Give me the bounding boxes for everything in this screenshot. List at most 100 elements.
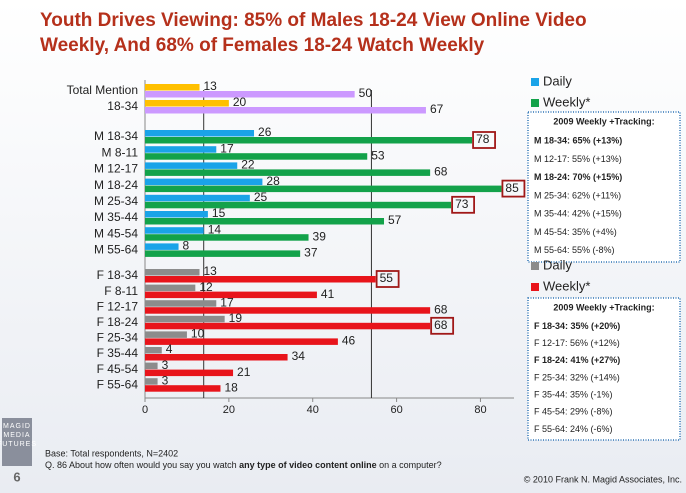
bar xyxy=(145,307,431,314)
bar xyxy=(145,378,158,385)
value-label: 14 xyxy=(208,222,222,236)
footnote-part: any type of video content online xyxy=(239,460,377,470)
value-label: 15 xyxy=(212,206,226,220)
value-label: 39 xyxy=(313,229,327,243)
value-label: 3 xyxy=(162,373,169,387)
x-tick-label: 0 xyxy=(142,404,148,416)
bar xyxy=(145,322,431,330)
value-label: 8 xyxy=(183,239,190,253)
value-label: 17 xyxy=(220,141,234,155)
bar xyxy=(145,369,234,377)
category-label: M 18-34 xyxy=(94,129,138,143)
bar xyxy=(145,385,221,392)
value-label: 17 xyxy=(220,295,234,309)
tracking-item: M 55-64: 55% (-8%) xyxy=(534,245,615,255)
category-label: F 18-34 xyxy=(97,268,139,282)
legend-label: Daily xyxy=(543,257,572,272)
bar xyxy=(145,91,355,98)
bar xyxy=(145,162,238,169)
value-label: 28 xyxy=(266,174,280,188)
x-tick-label: 20 xyxy=(223,404,235,416)
value-label: 68 xyxy=(434,165,448,179)
value-label: 13 xyxy=(204,264,218,278)
bar xyxy=(145,243,179,250)
title-line: Weekly, And 68% of Females 18-24 Watch W… xyxy=(40,35,485,56)
value-label: 73 xyxy=(455,197,469,211)
footnote: Q. 86 About how often would you say you … xyxy=(45,460,442,470)
value-label: 20 xyxy=(233,95,247,109)
tracking-item: M 25-34: 62% (+11%) xyxy=(534,190,621,200)
tracking-item: F 12-17: 56% (+12%) xyxy=(534,338,620,348)
value-label: 34 xyxy=(292,349,306,363)
highlight-box xyxy=(430,316,455,335)
category-label: 18-34 xyxy=(107,99,138,113)
bar xyxy=(145,84,200,91)
tracking-item: F 35-44: 35% (-1%) xyxy=(534,390,613,400)
category-label: F 18-24 xyxy=(97,315,139,329)
value-label: 21 xyxy=(237,365,251,379)
logo-text: FUTURES xyxy=(0,441,37,448)
bar xyxy=(145,146,217,153)
bar xyxy=(145,315,225,323)
bar xyxy=(145,354,288,361)
value-label: 67 xyxy=(430,102,444,116)
tracking-item: M 18-24: 70% (+15%) xyxy=(534,172,622,182)
category-label: F 45-54 xyxy=(97,362,139,376)
tracking-item: M 45-54: 35% (+4%) xyxy=(534,227,617,237)
bar xyxy=(145,218,385,225)
category-label: M 12-17 xyxy=(94,162,138,176)
legend-swatch xyxy=(531,99,539,107)
tracking-box xyxy=(527,111,681,263)
footnote-part: Q. 86 About how often would you say you … xyxy=(45,460,239,470)
bar xyxy=(145,201,452,209)
category-label: F 12-17 xyxy=(97,299,139,313)
bar xyxy=(145,331,187,338)
category-label: Total Mention xyxy=(67,83,138,97)
tracking-item: F 55-64: 24% (-6%) xyxy=(534,424,613,434)
value-label: 85 xyxy=(505,181,519,195)
tracking-item: M 18-34: 65% (+13%) xyxy=(534,136,622,146)
category-label: M 55-64 xyxy=(94,243,138,257)
value-label: 13 xyxy=(204,79,218,93)
value-label: 10 xyxy=(191,327,205,341)
bar xyxy=(145,194,250,202)
category-label: F 55-64 xyxy=(97,377,139,391)
legend-label: Weekly* xyxy=(543,278,590,293)
category-label: F 25-34 xyxy=(97,331,139,345)
bar xyxy=(145,347,162,354)
bar xyxy=(145,338,338,345)
tracking-item: F 45-54: 29% (-8%) xyxy=(534,407,613,417)
value-label: 57 xyxy=(388,213,402,227)
value-label: 4 xyxy=(166,342,173,356)
logo-text: MAGID xyxy=(3,423,31,430)
title-line: Youth Drives Viewing: 85% of Males 18-24… xyxy=(40,10,587,31)
category-label: F 8-11 xyxy=(104,284,138,298)
value-label: 46 xyxy=(342,334,356,348)
value-label: 37 xyxy=(304,246,318,260)
bar xyxy=(145,284,196,292)
legend-swatch xyxy=(531,283,539,291)
bar xyxy=(145,211,208,218)
value-label: 68 xyxy=(434,302,448,316)
x-tick-label: 80 xyxy=(474,404,486,416)
category-label: M 25-34 xyxy=(94,194,138,208)
highlight-box xyxy=(501,179,526,198)
bar xyxy=(145,250,301,257)
tracking-title: 2009 Weekly +Tracking: xyxy=(553,116,654,126)
value-label: 18 xyxy=(224,380,238,394)
bar xyxy=(145,130,255,137)
category-label: M 8-11 xyxy=(102,145,139,159)
bar xyxy=(145,276,376,283)
bar xyxy=(145,137,473,144)
value-label: 19 xyxy=(229,311,243,325)
tracking-item: F 18-34: 35% (+20%) xyxy=(534,321,620,331)
value-label: 41 xyxy=(321,287,335,301)
highlight-box xyxy=(472,131,496,149)
value-label: 26 xyxy=(258,125,272,139)
tracking-title: 2009 Weekly +Tracking: xyxy=(553,302,654,312)
tracking-item: M 35-44: 42% (+15%) xyxy=(534,209,622,219)
tracking-item: F 25-34: 32% (+14%) xyxy=(534,372,620,382)
x-tick-label: 60 xyxy=(390,404,402,416)
bar xyxy=(145,107,426,114)
